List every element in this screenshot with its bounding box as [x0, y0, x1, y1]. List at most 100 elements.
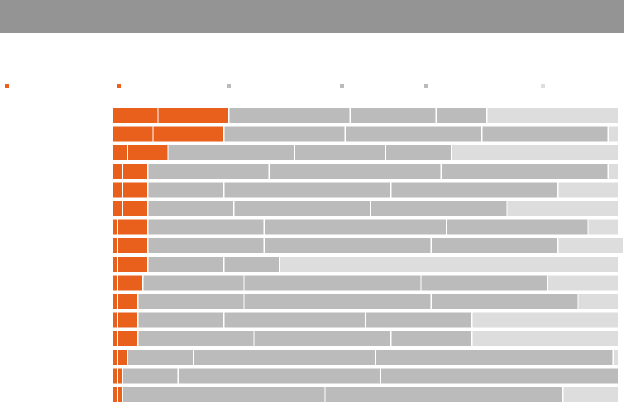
bar-row-14-segment-5	[376, 349, 613, 365]
bar-row-16-segment-2	[118, 387, 122, 402]
bar-row-14-segment-1	[113, 349, 117, 365]
bar-row-1-segment-3	[229, 108, 350, 123]
bar-row-13-segment-6	[472, 331, 618, 347]
bar-row-6-segment-6	[507, 201, 618, 216]
bar-row-13-segment-3	[138, 331, 254, 347]
bar-row-10-segment-5	[421, 275, 547, 291]
bar-row-10-segment-6	[548, 275, 618, 291]
bar-row-15-segment-4	[178, 368, 380, 384]
header-bar	[0, 0, 624, 33]
bar-row-9-segment-6	[279, 256, 618, 272]
bar-row-1-segment-2	[158, 108, 229, 123]
bar-row-8-segment-3	[148, 238, 264, 254]
bar-row-2-segment-3	[224, 126, 345, 142]
bar-row-8-segment-4	[264, 238, 431, 254]
bar-row-2-segment-1	[113, 126, 153, 142]
bar-row-5-segment-4	[224, 182, 391, 198]
bar-row-5-segment-5	[391, 182, 558, 198]
bar-row-14-segment-3	[128, 349, 193, 365]
bar-row-3-segment-5	[386, 145, 451, 161]
bar-row-11-segment-5	[431, 294, 578, 309]
legend	[0, 84, 624, 92]
legend-swatch-6	[541, 84, 545, 88]
bar-row-16-segment-6	[563, 387, 618, 402]
legend-swatch-1	[5, 84, 9, 88]
bar-row-15-segment-5	[381, 368, 618, 384]
bar-row-7-segment-2	[118, 219, 148, 235]
bar-row-8-segment-6	[558, 238, 623, 254]
bar-row-10-segment-2	[118, 275, 143, 291]
bar-row-10-segment-1	[113, 275, 117, 291]
bar-row-2-segment-6	[608, 126, 618, 142]
bar-row-8-segment-1	[113, 238, 117, 254]
bar-row-12-segment-6	[472, 312, 618, 328]
bar-row-4-segment-3	[148, 163, 269, 179]
bar-row-4-segment-1	[113, 163, 122, 179]
bar-row-15-segment-2	[118, 368, 122, 384]
bar-row-6-segment-3	[148, 201, 234, 216]
bar-row-5-segment-1	[113, 182, 122, 198]
bar-row-12-segment-4	[224, 312, 365, 328]
bar-row-6-segment-5	[371, 201, 507, 216]
bar-row-13-segment-5	[391, 331, 472, 347]
bar-row-6-segment-1	[113, 201, 122, 216]
bar-row-10-segment-4	[244, 275, 421, 291]
bar-row-1-segment-6	[487, 108, 618, 123]
legend-swatch-2	[117, 84, 121, 88]
bar-row-12-segment-5	[366, 312, 472, 328]
bar-row-4-segment-4	[269, 163, 441, 179]
bar-row-1-segment-4	[350, 108, 436, 123]
bar-row-2-segment-4	[345, 126, 482, 142]
bar-row-5-segment-3	[148, 182, 224, 198]
bar-row-14-segment-4	[193, 349, 375, 365]
bar-row-12-segment-1	[113, 312, 117, 328]
bar-row-15-segment-3	[123, 368, 178, 384]
bar-row-7-segment-6	[588, 219, 618, 235]
bar-row-6-segment-4	[234, 201, 370, 216]
bar-row-16-segment-3	[123, 387, 325, 402]
bar-row-15-segment-1	[113, 368, 117, 384]
bar-row-2-segment-5	[482, 126, 608, 142]
bar-row-12-segment-2	[118, 312, 138, 328]
legend-swatch-3	[227, 84, 231, 88]
bar-row-3-segment-1	[113, 145, 127, 161]
bar-row-9-segment-4	[224, 256, 279, 272]
bar-row-4-segment-6	[608, 163, 618, 179]
bar-row-12-segment-3	[138, 312, 224, 328]
bar-row-13-segment-1	[113, 331, 117, 347]
bar-row-14-segment-2	[118, 349, 127, 365]
bar-row-3-segment-6	[452, 145, 618, 161]
bar-row-4-segment-2	[123, 163, 148, 179]
bar-row-5-segment-6	[558, 182, 618, 198]
bar-row-8-segment-2	[118, 238, 148, 254]
bar-row-11-segment-6	[578, 294, 618, 309]
bar-row-5-segment-2	[123, 182, 148, 198]
bar-row-3-segment-4	[295, 145, 386, 161]
bar-row-11-segment-2	[118, 294, 138, 309]
bar-row-4-segment-5	[441, 163, 608, 179]
legend-swatch-5	[424, 84, 428, 88]
bar-row-3-segment-3	[168, 145, 294, 161]
bar-row-9-segment-1	[113, 256, 117, 272]
bar-row-16-segment-1	[113, 387, 117, 402]
bar-row-7-segment-5	[446, 219, 588, 235]
bar-row-11-segment-4	[244, 294, 431, 309]
bar-row-9-segment-3	[148, 256, 224, 272]
bar-row-16-segment-5	[325, 387, 563, 402]
bar-row-8-segment-5	[431, 238, 558, 254]
bar-row-7-segment-1	[113, 219, 117, 235]
bar-row-13-segment-2	[118, 331, 138, 347]
bar-row-14-segment-6	[613, 349, 618, 365]
bar-row-3-segment-2	[128, 145, 168, 161]
legend-swatch-4	[340, 84, 344, 88]
bar-row-6-segment-2	[123, 201, 148, 216]
bar-row-13-segment-4	[254, 331, 391, 347]
bar-row-9-segment-2	[118, 256, 148, 272]
bar-row-1-segment-5	[436, 108, 487, 123]
bar-row-1-segment-1	[113, 108, 158, 123]
bar-row-7-segment-3	[148, 219, 264, 235]
bar-row-11-segment-3	[138, 294, 244, 309]
bar-row-7-segment-4	[264, 219, 446, 235]
bar-row-2-segment-2	[153, 126, 224, 142]
